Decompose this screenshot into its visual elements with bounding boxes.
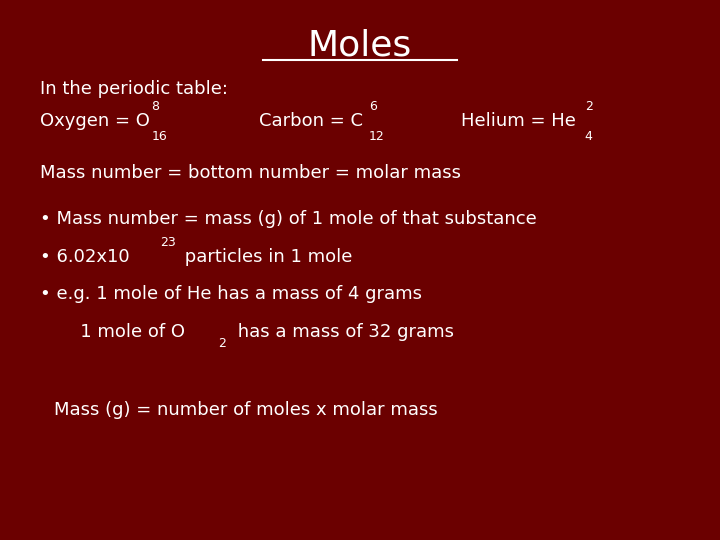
Text: • e.g. 1 mole of He has a mass of 4 grams: • e.g. 1 mole of He has a mass of 4 gram… (40, 285, 422, 303)
Text: Moles: Moles (308, 29, 412, 63)
Text: Helium = He: Helium = He (461, 112, 576, 131)
Text: 12: 12 (369, 130, 384, 143)
Text: particles in 1 mole: particles in 1 mole (179, 247, 352, 266)
Text: 2: 2 (585, 100, 593, 113)
Text: • Mass number = mass (g) of 1 mole of that substance: • Mass number = mass (g) of 1 mole of th… (40, 210, 536, 228)
Text: 6: 6 (369, 100, 377, 113)
Text: 4: 4 (585, 130, 593, 143)
Text: 8: 8 (151, 100, 159, 113)
Text: • 6.02x10: • 6.02x10 (40, 247, 129, 266)
Text: In the periodic table:: In the periodic table: (40, 80, 228, 98)
Text: Mass number = bottom number = molar mass: Mass number = bottom number = molar mass (40, 164, 461, 182)
Text: has a mass of 32 grams: has a mass of 32 grams (232, 323, 454, 341)
Text: Mass (g) = number of moles x molar mass: Mass (g) = number of moles x molar mass (54, 401, 438, 420)
Text: 1 mole of O: 1 mole of O (40, 323, 184, 341)
Text: 2: 2 (218, 338, 226, 350)
Text: 23: 23 (161, 237, 176, 249)
Text: Oxygen = O: Oxygen = O (40, 112, 150, 131)
Text: Carbon = C: Carbon = C (259, 112, 363, 131)
Text: 16: 16 (151, 130, 167, 143)
